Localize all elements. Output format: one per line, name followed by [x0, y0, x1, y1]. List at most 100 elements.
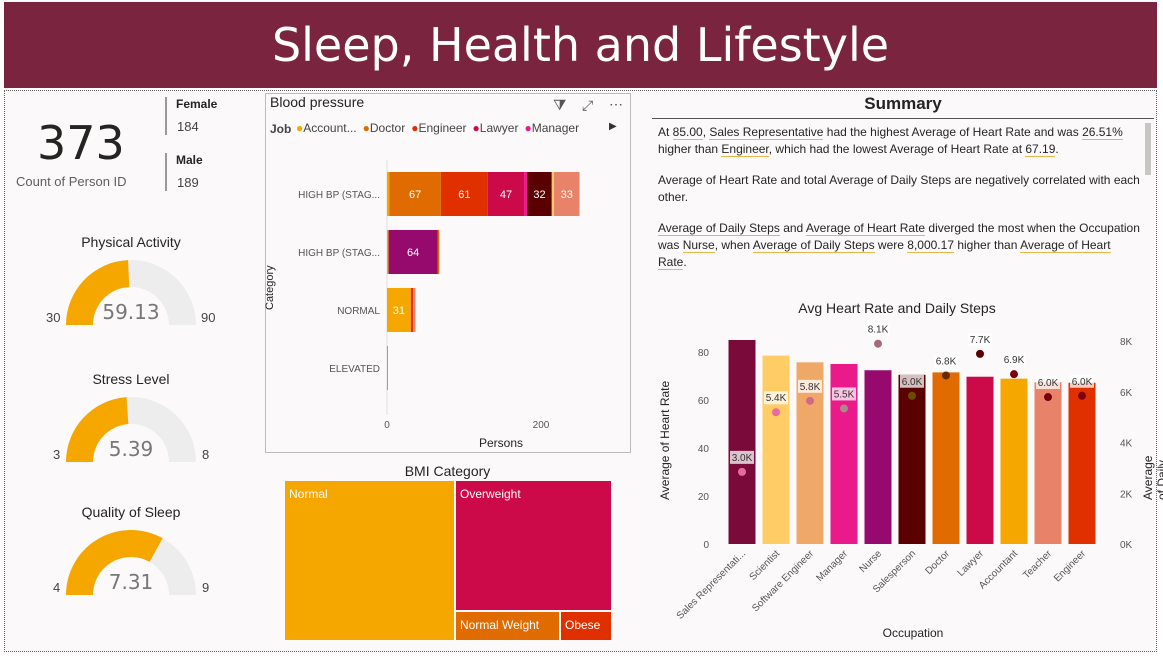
bp-chart-card[interactable]: [265, 93, 631, 453]
steps-data-label: 5.4K: [766, 393, 787, 404]
male-label: Male: [176, 153, 203, 167]
bp-tick-label: 0: [384, 420, 390, 431]
steps-label-bg: [1002, 353, 1026, 367]
legend-item[interactable]: ●Account...: [296, 121, 357, 135]
summary-scrollbar[interactable]: [1145, 123, 1151, 175]
gauge-min: 4: [53, 580, 61, 595]
treemap-label: Obese: [565, 618, 601, 632]
steps-point: [908, 391, 916, 400]
bp-data-label: 32: [533, 189, 545, 201]
bp-bar-segment: [487, 172, 525, 216]
male-divider: [165, 153, 167, 191]
report-title: Sleep, Health and Lifestyle: [271, 18, 890, 72]
bmi-treemap[interactable]: Normal Overweight Normal Weight Obese: [285, 481, 611, 640]
gauge-title: Stress Level: [92, 371, 170, 387]
bmi-title: BMI Category: [404, 463, 491, 479]
legend-next-icon[interactable]: ▶: [609, 121, 617, 132]
hr-bar: [898, 374, 926, 544]
gauge-title: Physical Activity: [81, 234, 181, 250]
occupation-tick: Teacher: [1021, 548, 1054, 581]
bp-bar-segment: [524, 172, 528, 216]
treemap-cell-normal[interactable]: Normal: [285, 481, 454, 640]
bp-bar-segment: [388, 230, 438, 274]
steps-data-label: 6.0K: [1038, 378, 1059, 389]
treemap-cell-overweight[interactable]: Overweight: [456, 481, 611, 610]
more-options-icon[interactable]: ⋯: [609, 96, 623, 112]
steps-point: [806, 396, 814, 405]
bp-chart-title: Blood pressure: [270, 94, 365, 110]
steps-label-bg: [1070, 374, 1094, 388]
legend-item[interactable]: ●Engineer: [411, 121, 466, 135]
treemap-label: Normal Weight: [460, 618, 540, 632]
legend-dot-icon: ●: [411, 121, 419, 135]
hr-y-tick: 20: [698, 492, 710, 503]
legend-dot-icon: ●: [296, 121, 304, 135]
gauge-value: 5.39: [108, 437, 154, 461]
occupation-tick: Manager: [814, 548, 850, 584]
hr-y-tick: 60: [698, 396, 710, 407]
bp-bar-segment: [551, 172, 555, 216]
summary-paragraph-3: Average of Daily Steps and Average of He…: [658, 221, 1140, 270]
focus-mode-icon[interactable]: ⤢: [582, 97, 594, 113]
gauge-value: 7.31: [108, 570, 154, 594]
legend-dot-icon: ●: [472, 121, 480, 135]
count-value: 373: [37, 116, 125, 170]
gauge-arc: [66, 397, 196, 462]
bp-data-label: 33: [561, 189, 573, 201]
bp-data-label: 61: [458, 189, 470, 201]
steps-label-bg: [866, 322, 890, 336]
bp-x-axis-title: Persons: [479, 436, 524, 450]
bp-bar-segment: [387, 346, 388, 390]
summary-text: At 85.00, Sales Representative had the h…: [658, 124, 1142, 271]
legend-item[interactable]: ●Doctor: [363, 121, 406, 135]
occupation-tick: Scientist: [748, 548, 783, 583]
occupation-tick: Doctor: [924, 548, 953, 577]
steps-point: [976, 349, 984, 358]
occupation-tick: Lawyer: [956, 548, 987, 579]
steps-label-bg: [730, 450, 754, 464]
gauge-max: 9: [202, 580, 210, 595]
steps-data-label: 6.0K: [902, 377, 923, 388]
bp-category-label: NORMAL: [337, 306, 380, 317]
female-divider: [165, 97, 167, 135]
steps-label-bg: [968, 332, 992, 346]
steps-data-label: 6.9K: [1004, 355, 1025, 366]
bp-bar-segment: [440, 172, 488, 216]
treemap-cell-obese[interactable]: Obese: [561, 612, 611, 640]
steps-data-label: 5.8K: [800, 382, 821, 393]
bp-data-label: 47: [500, 189, 512, 201]
legend-item-label: Engineer: [418, 121, 467, 135]
steps-data-label: 8.1K: [868, 325, 889, 336]
bp-category-label: ELEVATED: [329, 364, 380, 375]
report-header: Sleep, Health and Lifestyle: [4, 2, 1157, 88]
gauge-fill: [66, 260, 130, 325]
steps-label-bg: [764, 391, 788, 405]
summary-divider: [652, 118, 1154, 119]
hr-bar: [1000, 378, 1028, 544]
gauge-max: 90: [201, 310, 216, 325]
gauge-min: 30: [46, 310, 61, 325]
legend-item[interactable]: ●Lawyer: [473, 121, 519, 135]
hr-y-tick: 80: [698, 348, 710, 359]
gauge-max: 8: [202, 447, 210, 462]
summary-title: Summary: [864, 94, 942, 113]
legend-item[interactable]: ●Manager: [524, 121, 579, 135]
steps-point: [1010, 370, 1018, 379]
legend-item-label: Doctor: [369, 121, 406, 135]
legend-title: Job: [270, 122, 292, 136]
filter-icon[interactable]: ⧩: [553, 97, 567, 114]
female-label: Female: [176, 97, 218, 111]
bp-bar-segment: [387, 230, 389, 274]
gauge-fill: [66, 530, 163, 595]
steps-label-bg: [798, 379, 822, 393]
treemap-cell-normal-weight[interactable]: Normal Weight: [456, 612, 559, 640]
steps-label-bg: [934, 354, 958, 368]
steps-y-tick: 4K: [1120, 439, 1133, 450]
summary-paragraph-2: Average of Heart Rate and total Average …: [658, 173, 1140, 204]
gauge-arc: [66, 260, 196, 325]
steps-point: [874, 339, 882, 348]
bp-data-label: 64: [407, 247, 419, 259]
treemap-label: Normal: [289, 487, 328, 501]
legend-item-label: Manager: [531, 121, 580, 135]
steps-y-tick: 8K: [1120, 337, 1133, 348]
